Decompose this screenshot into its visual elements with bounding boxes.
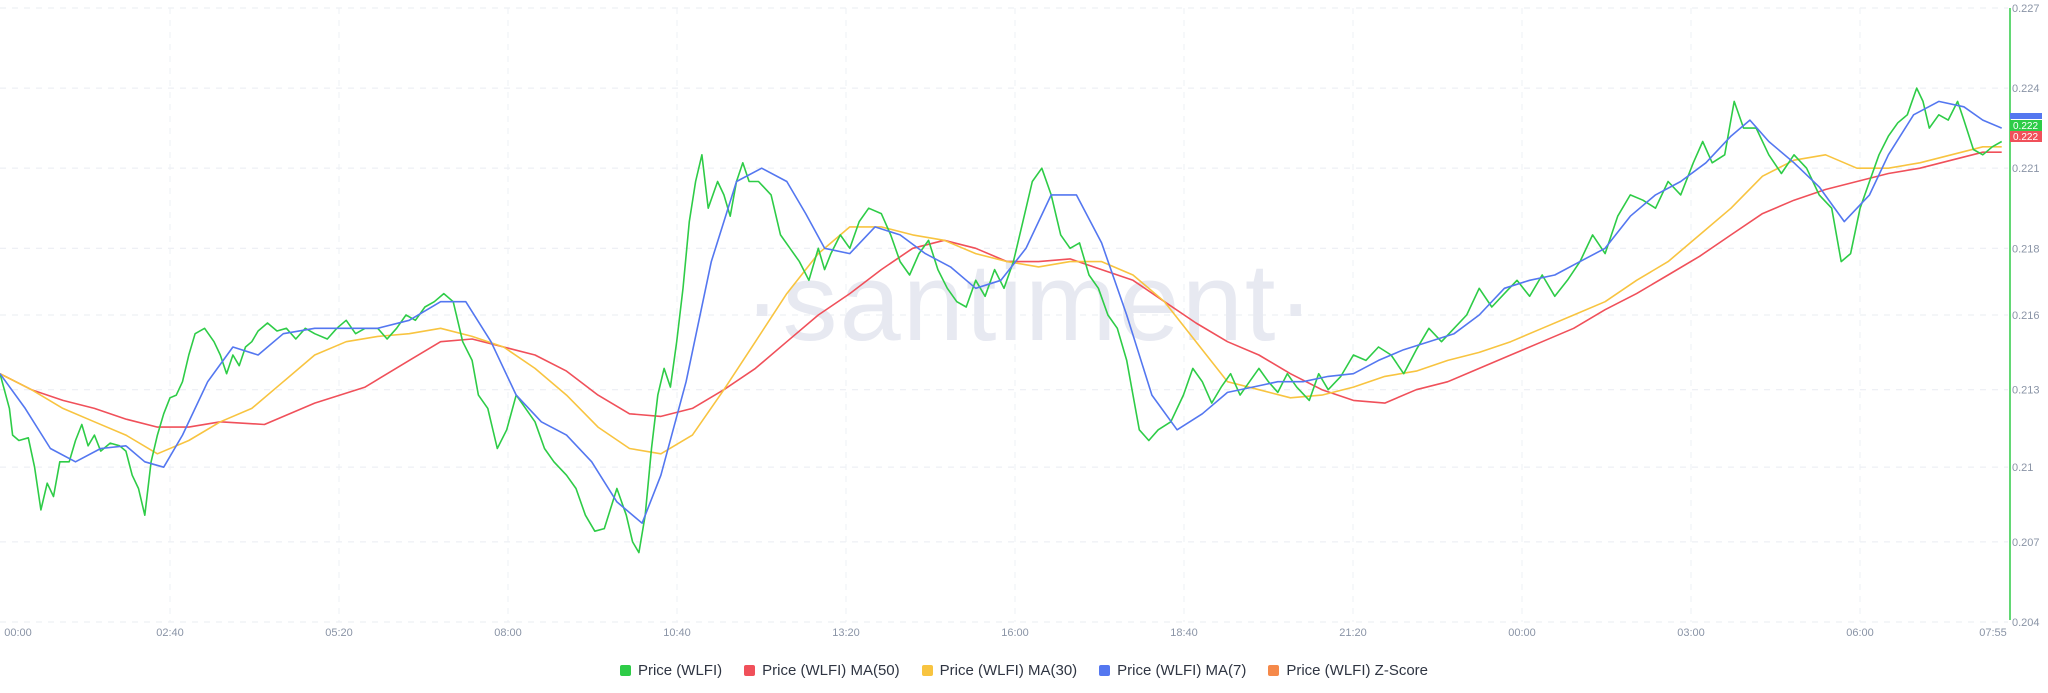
legend-label: Price (WLFI) MA(50) [762,661,900,679]
x-tick-label: 13:20 [832,627,860,639]
x-tick-label: 06:00 [1846,627,1874,639]
x-tick-label: 08:00 [494,627,522,639]
x-tick-label: 07:55 [1979,627,2007,639]
legend-item[interactable]: Price (WLFI) MA(30) [921,661,1078,679]
y-axis-ticks: 0.227 0.224 0.221 0.218 0.216 0.213 0.21 0.207 0… [2012,3,2040,629]
legend-swatch [921,664,933,676]
x-tick-label: 18:40 [1170,627,1198,639]
legend-swatch [619,664,631,676]
price-chart: ·santiment· 0.2270.2240.2210.2180.2160.2… [0,3,2042,639]
y-tick-label: 0.216 [2012,310,2040,322]
ma7-level-marker [2010,113,2042,119]
legend-swatch [1268,664,1280,676]
legend-label: Price (WLFI) Z-Score [1286,661,1429,679]
series-line-price-wlfi-ma-50- [0,151,2002,428]
y-tick-label: 0.213 [2012,385,2040,397]
x-tick-label: 02:40 [156,627,184,639]
legend-label: Price (WLFI) [637,661,723,679]
y-tick-label: 0.21 [2012,462,2033,474]
legend-swatch [1099,664,1111,676]
y-tick-label: 0.227 [2012,3,2040,15]
legend-item[interactable]: Price (WLFI) [619,661,723,679]
grid [0,7,2008,623]
x-tick-label: 16:00 [1001,627,1029,639]
y-tick-label: 0.218 [2012,243,2040,255]
series-line-price-wlfi-ma-30- [0,146,2002,455]
legend-item[interactable]: Price (WLFI) MA(50) [744,662,900,679]
x-tick-label: 03:00 [1677,627,1705,639]
last-value-badge: 0.222 [2010,131,2042,143]
legend-item[interactable]: Price (WLFI) MA(7) [1099,662,1246,679]
series-line-price-wlfi-ma-7- [0,100,2003,524]
last-value-badge: 0.222 [2010,120,2042,132]
series-layer [0,87,2003,554]
legend-item[interactable]: Price (WLFI) Z-Score [1268,662,1428,679]
chart-area: ·santiment· 0.227 0.224 0.221 0.218 0.216 0.2… [0,3,2042,639]
y-tick-label: 0.224 [2012,83,2040,95]
series-line-price-wlfi- [0,87,2003,554]
legend-swatch [744,664,756,676]
legend: Price (WLFI) Price (WLFI) MA(50) Price (WL… [0,655,2048,685]
x-axis-ticks: 00:00 02:40 05:20 08:00 10:40 13:20 16:00 18:40… [4,627,2007,639]
legend-label: Price (WLFI) MA(7) [1117,661,1247,679]
legend-label: Price (WLFI) MA(30) [939,661,1078,679]
x-tick-label: 05:20 [325,627,353,639]
x-tick-label: 00:00 [1508,627,1536,639]
y-tick-label: 0.207 [2012,537,2040,549]
x-tick-label: 00:00 [4,627,32,639]
last-value-text: 0.222 [2013,132,2038,143]
x-tick-label: 10:40 [663,627,691,639]
x-tick-label: 21:20 [1339,627,1367,639]
y-tick-label: 0.204 [2012,617,2040,629]
last-value-text: 0.222 [2013,121,2038,132]
y-tick-label: 0.221 [2012,163,2040,175]
watermark: ·santiment· [744,241,1316,364]
